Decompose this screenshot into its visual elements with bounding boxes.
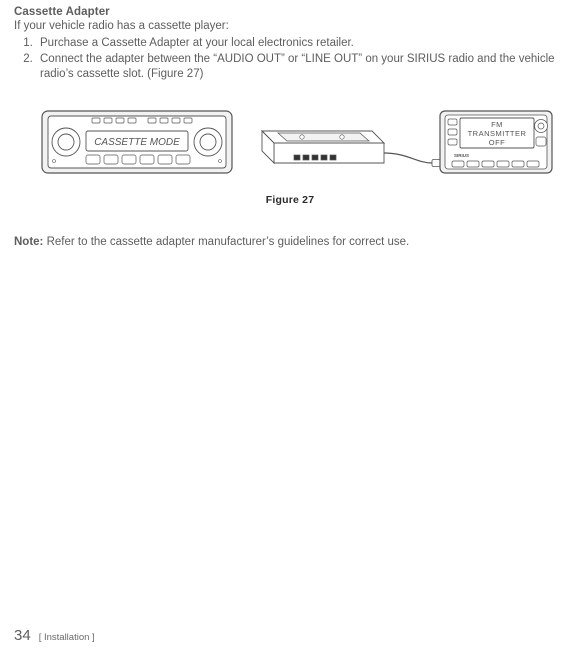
figure-27: CASSETTE MODE [14, 101, 566, 206]
step-item: Purchase a Cassette Adapter at your loca… [36, 36, 566, 52]
step-item: Connect the adapter between the “AUDIO O… [36, 52, 566, 83]
steps-list: Purchase a Cassette Adapter at your loca… [36, 36, 566, 83]
radio-display-text: CASSETTE MODE [94, 137, 180, 148]
cassette-adapter-icon [262, 131, 459, 167]
intro-text: If your vehicle radio has a cassette pla… [14, 20, 566, 32]
figure-caption: Figure 27 [14, 194, 566, 206]
section-heading: Cassette Adapter [14, 6, 566, 18]
sirius-brand: SIRIUS [454, 153, 469, 158]
car-radio-icon: CASSETTE MODE [42, 111, 232, 173]
page-footer: 34 [ Installation ] [14, 627, 95, 644]
sirius-line3: OFF [489, 138, 506, 147]
sirius-line1: FM [491, 120, 503, 129]
note-body: Refer to the cassette adapter manufactur… [43, 236, 409, 248]
page-number: 34 [14, 627, 31, 644]
note-text: Note: Refer to the cassette adapter manu… [14, 236, 566, 248]
note-label: Note: [14, 236, 43, 248]
sirius-radio-icon: FM TRANSMITTER OFF SIRIUS [440, 111, 552, 173]
footer-section: [ Installation ] [39, 632, 95, 643]
sirius-line2: TRANSMITTER [468, 129, 527, 138]
